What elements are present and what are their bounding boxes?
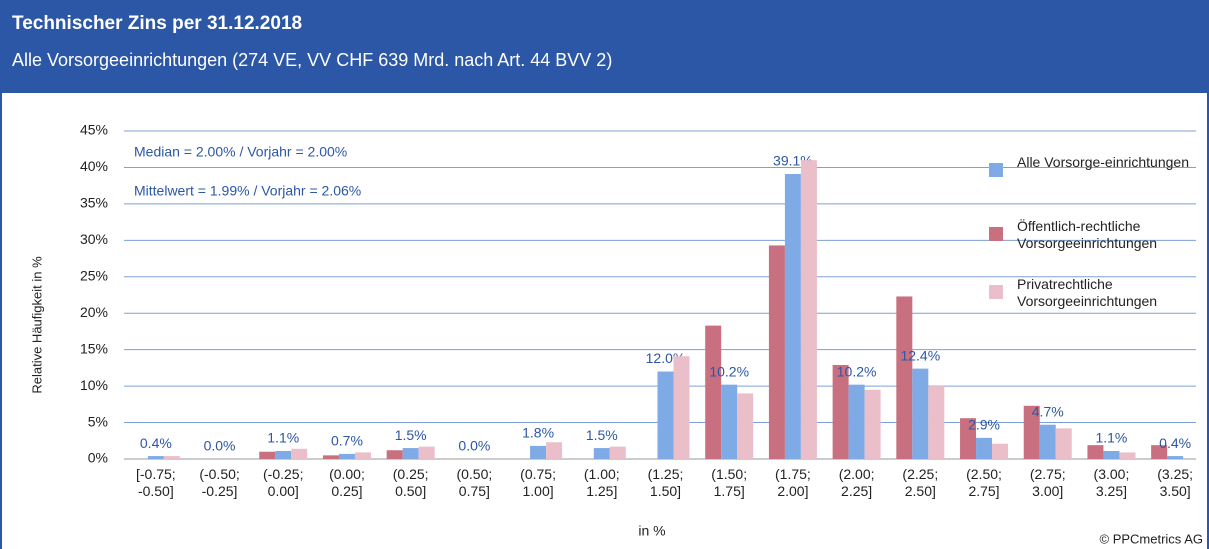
x-tick-label: (1.50; 1.75] — [711, 466, 748, 499]
data-label: 1.5% — [395, 427, 427, 443]
x-tick-label: (1.75; 2.00] — [775, 466, 811, 499]
x-tick-label: [-0.75; -0.50] — [135, 466, 176, 499]
data-label: 0.4% — [140, 435, 172, 451]
y-tick-label: 35% — [80, 195, 108, 211]
bar — [530, 445, 547, 459]
data-label: 10.2% — [709, 363, 749, 379]
data-label: 1.1% — [267, 430, 299, 446]
data-label: 0.0% — [204, 438, 236, 454]
bar — [721, 384, 738, 459]
legend-swatch — [989, 227, 1003, 241]
bar — [386, 450, 403, 459]
x-tick-label: (0.75; 1.00] — [520, 466, 556, 499]
data-label: 1.5% — [586, 427, 618, 443]
bar — [1039, 424, 1056, 459]
bar — [1151, 445, 1168, 459]
bar — [291, 448, 308, 459]
annotation: Mittelwert = 1.99% / Vorjahr = 2.06% — [134, 183, 361, 199]
bar — [848, 384, 865, 459]
bar — [673, 356, 690, 459]
bar — [259, 451, 276, 459]
data-label: 2.9% — [968, 417, 1000, 433]
bar — [896, 296, 913, 459]
bar — [1119, 452, 1136, 459]
x-tick-label: (0.25; 0.50] — [392, 466, 429, 499]
bar — [593, 448, 610, 459]
data-label: 4.7% — [1032, 403, 1064, 419]
data-label: 0.4% — [1159, 435, 1191, 451]
bar — [1167, 456, 1184, 459]
data-label: 0.7% — [331, 433, 363, 449]
bar — [1087, 445, 1104, 459]
data-label: 1.1% — [1095, 430, 1127, 446]
x-axis-label: in % — [638, 523, 665, 539]
y-tick-label: 25% — [80, 267, 108, 283]
x-tick-label: (1.25; 1.50] — [647, 466, 684, 499]
bar — [1103, 450, 1120, 459]
y-tick-label: 15% — [80, 340, 108, 356]
x-tick-label: (2.25; 2.50] — [902, 466, 939, 499]
bar — [912, 368, 929, 459]
x-tick-label: (0.50; 0.75] — [456, 466, 493, 499]
x-tick-label: (2.75; 3.00] — [1029, 466, 1066, 499]
bar — [928, 386, 945, 459]
legend-label: Alle Vorsorge-einrichtungen — [1017, 154, 1189, 170]
bar — [800, 160, 817, 459]
x-tick-label: (0.00; 0.25] — [329, 466, 365, 499]
bar — [402, 448, 419, 459]
bar — [768, 245, 785, 459]
bar — [960, 418, 977, 459]
y-tick-label: 0% — [88, 450, 108, 466]
data-label: 10.2% — [837, 363, 877, 379]
data-label: 12.4% — [900, 347, 940, 363]
y-tick-label: 45% — [80, 122, 108, 138]
source: © PPCmetrics AG — [1100, 531, 1204, 546]
bar — [705, 325, 722, 459]
legend-label: Privatrechtliche Vorsorgeeinrichtungen — [1017, 276, 1158, 309]
bar — [784, 174, 801, 459]
y-tick-label: 5% — [88, 413, 108, 429]
legend-swatch — [989, 163, 1003, 177]
x-tick-label: (2.50; 2.75] — [966, 466, 1002, 499]
x-tick-label: (1.00; 1.25] — [583, 466, 620, 499]
bar — [992, 443, 1009, 459]
chart-subtitle: Alle Vorsorgeeinrichtungen (274 VE, VV C… — [12, 50, 612, 70]
bar — [354, 452, 371, 459]
bar — [864, 389, 881, 459]
legend-label: Öffentlich-rechtliche Vorsorgeeinrichtun… — [1017, 218, 1158, 251]
y-tick-label: 40% — [80, 158, 108, 174]
annotation: Median = 2.00% / Vorjahr = 2.00% — [134, 144, 347, 160]
y-tick-label: 30% — [80, 231, 108, 247]
data-label: 0.0% — [458, 438, 490, 454]
bar — [832, 364, 849, 459]
y-tick-label: 20% — [80, 304, 108, 320]
bar — [163, 456, 180, 459]
x-tick-label: (-0.50; -0.25] — [199, 466, 240, 499]
bar — [418, 446, 435, 459]
chart-title: Technischer Zins per 31.12.2018 — [12, 13, 302, 34]
bar — [322, 455, 339, 459]
bar — [657, 371, 674, 459]
header-band — [0, 0, 1209, 93]
x-tick-label: (-0.25; 0.00] — [263, 466, 304, 499]
bar — [1023, 405, 1040, 459]
bar — [275, 450, 292, 459]
bar — [147, 456, 164, 459]
data-label: 1.8% — [522, 425, 554, 441]
legend-swatch — [989, 285, 1003, 299]
bar — [1055, 428, 1072, 459]
bar — [338, 453, 355, 459]
x-tick-label: (3.00; 3.25] — [1093, 466, 1130, 499]
bar — [737, 393, 754, 459]
x-tick-label: (3.25; 3.50] — [1157, 466, 1194, 499]
y-tick-label: 10% — [80, 377, 108, 393]
bar — [546, 442, 563, 459]
bar — [976, 437, 993, 459]
y-axis-label: Relative Häufigkeit in % — [29, 256, 44, 394]
x-tick-label: (2.00; 2.25] — [838, 466, 875, 499]
bar — [609, 446, 626, 459]
